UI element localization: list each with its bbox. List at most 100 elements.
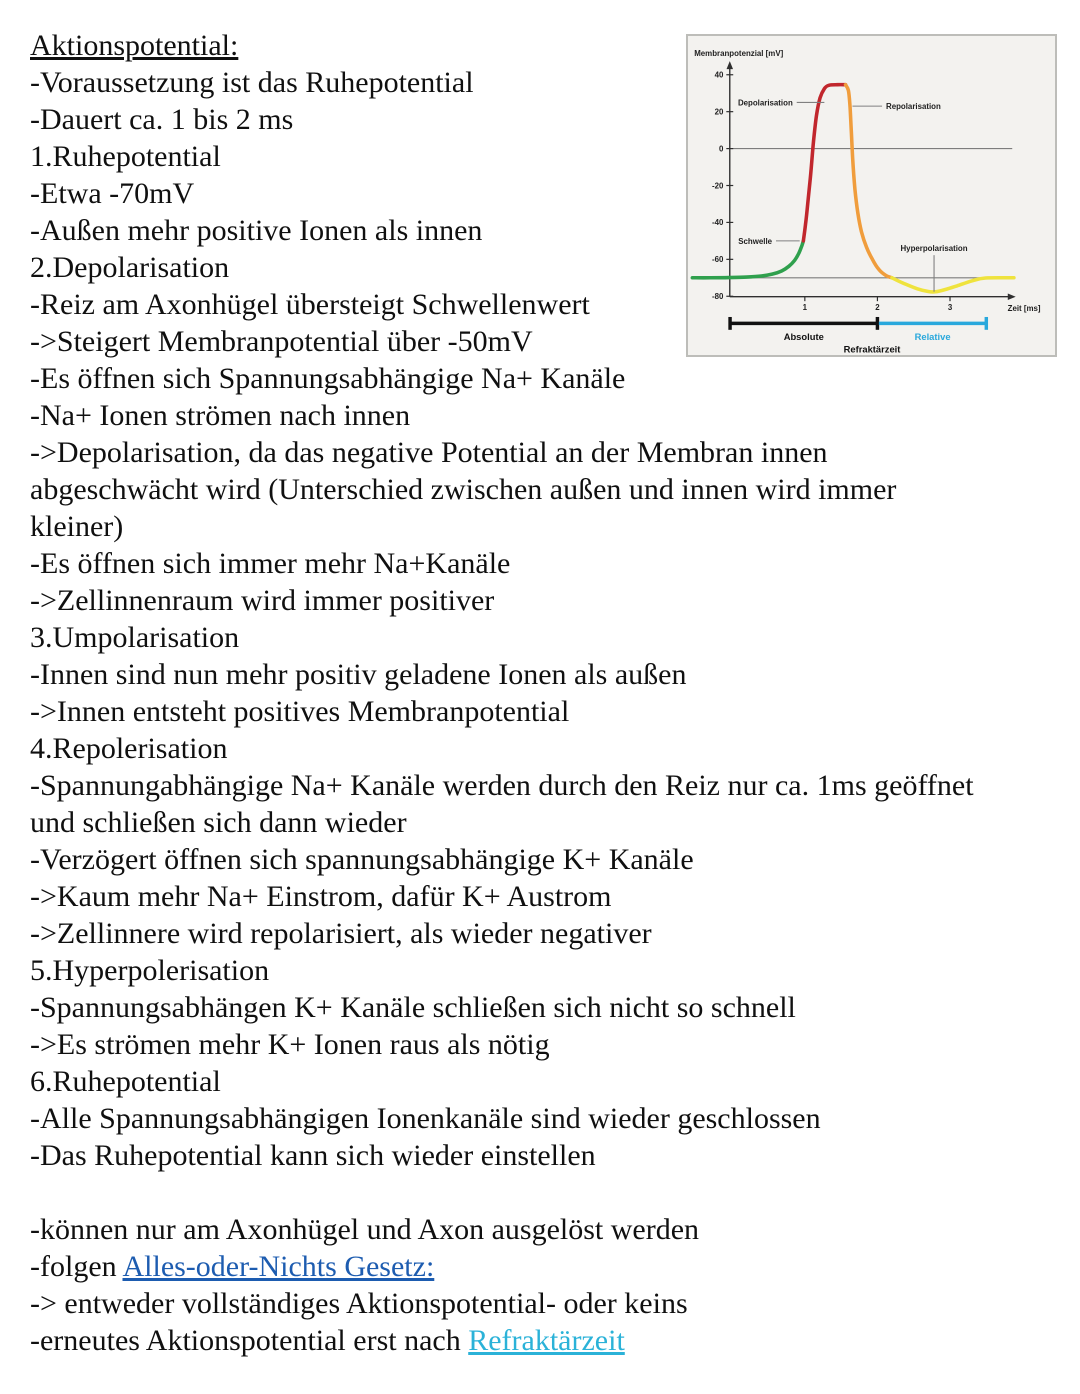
text-line: -Reiz am Axonhügel übersteigt Schwellenw…	[30, 286, 1078, 323]
text-segment: und schließen sich dann wieder	[30, 806, 407, 839]
annotation-label: Depolarisation	[738, 98, 793, 107]
y-tick-label: -40	[712, 218, 724, 227]
y-tick-label: 20	[715, 107, 724, 116]
text-segment: -Dauert ca. 1 bis 2 ms	[30, 103, 294, 136]
text-segment: ->Depolarisation, da das negative Potent…	[30, 436, 828, 469]
link-alles-oder-nichts-gesetz[interactable]: Alles-oder-Nichts Gesetz:	[122, 1250, 435, 1283]
text-line: ->Steigert Membranpotential über -50mV	[30, 323, 1078, 360]
text-segment: abgeschwächt wird (Unterschied zwischen …	[30, 473, 897, 506]
text-line: ->Innen entsteht positives Membranpotent…	[30, 693, 1078, 730]
text-line: 1.Ruhepotential	[30, 138, 1078, 175]
blank-line	[30, 1174, 1078, 1211]
text-line: -Es öffnen sich immer mehr Na+Kanäle	[30, 545, 1078, 582]
annotation-label: Hyperpolarisation	[900, 244, 967, 253]
text-line: 5.Hyperpolerisation	[30, 952, 1078, 989]
text-segment: -Es öffnen sich immer mehr Na+Kanäle	[30, 547, 511, 580]
text-segment: -Spannungsabhängen K+ Kanäle schließen s…	[30, 991, 796, 1024]
text-line: 6.Ruhepotential	[30, 1063, 1078, 1100]
text-line: -folgen Alles-oder-Nichts Gesetz:	[30, 1248, 1078, 1285]
text-segment: ->Zellinnenraum wird immer positiver	[30, 584, 495, 617]
text-line: -Es öffnen sich Spannungsabhängige Na+ K…	[30, 360, 1078, 397]
text-segment: 1.Ruhepotential	[30, 140, 221, 173]
refractory-label-absolute: Absolute	[784, 332, 824, 342]
y-axis-title: Membranpotenzial [mV]	[694, 49, 783, 58]
text-line: -können nur am Axonhügel und Axon ausgel…	[30, 1211, 1078, 1248]
text-segment: ->Zellinnere wird repolarisiert, als wie…	[30, 917, 652, 950]
membrane-potential-chart: Membranpotenzial [mV] Zeit [ms] 40 20 0 -20 -4…	[686, 34, 1057, 357]
x-tick-label: 1	[803, 303, 808, 312]
text-line: -erneutes Aktionspotential erst nach Ref…	[30, 1322, 1078, 1359]
text-line: ->Depolarisation, da das negative Potent…	[30, 434, 1078, 471]
text-segment: -Voraussetzung ist das Ruhepotential	[30, 66, 474, 99]
text-segment: -Reiz am Axonhügel übersteigt Schwellenw…	[30, 288, 590, 321]
annotation-label: Schwelle	[738, 237, 772, 246]
text-line: -Na+ Ionen strömen nach innen	[30, 397, 1078, 434]
text-segment: ->Es strömen mehr K+ Ionen raus als nöti…	[30, 1028, 550, 1061]
refractory-caption: Refraktärzeit	[844, 345, 901, 355]
text-line: und schließen sich dann wieder	[30, 804, 1078, 841]
text-segment: -Na+ Ionen strömen nach innen	[30, 399, 411, 432]
x-axis-title: Zeit [ms]	[1008, 304, 1041, 313]
text-segment: -folgen	[30, 1250, 123, 1283]
text-line: -Das Ruhepotential kann sich wieder eins…	[30, 1137, 1078, 1174]
x-axis-arrow	[1007, 293, 1016, 300]
x-tick-label: 2	[875, 303, 880, 312]
text-line: -Voraussetzung ist das Ruhepotential	[30, 64, 1078, 101]
y-axis-arrow	[726, 61, 734, 70]
text-line: Aktionspotential:	[30, 27, 1078, 64]
text-segment: -Das Ruhepotential kann sich wieder eins…	[30, 1139, 596, 1172]
text-line: -Innen sind nun mehr positiv geladene Io…	[30, 656, 1078, 693]
text-segment: 4.Repolerisation	[30, 732, 228, 765]
text-segment: kleiner)	[30, 510, 124, 543]
text-line: -Dauert ca. 1 bis 2 ms	[30, 101, 1078, 138]
text-segment: 6.Ruhepotential	[30, 1065, 221, 1098]
text-segment: -Spannungabhängige Na+ Kanäle werden dur…	[30, 769, 974, 802]
text-segment: -Außen mehr positive Ionen als innen	[30, 214, 483, 247]
action-potential-plot: Membranpotenzial [mV] Zeit [ms] 40 20 0 -20 -4…	[690, 49, 1041, 355]
y-tick-label: 40	[715, 71, 724, 80]
text-segment: -> entweder vollständiges Aktionspotenti…	[30, 1287, 688, 1320]
text-line: -Spannungsabhängen K+ Kanäle schließen s…	[30, 989, 1078, 1026]
notes-text: Aktionspotential: -Voraussetzung ist das …	[30, 27, 1078, 1359]
curve-hyperpolarisation	[890, 275, 1016, 294]
text-line: ->Kaum mehr Na+ Einstrom, dafür K+ Austr…	[30, 878, 1078, 915]
text-line: -> entweder vollständiges Aktionspotenti…	[30, 1285, 1078, 1322]
text-segment: -erneutes Aktionspotential erst nach	[30, 1324, 469, 1357]
curve-ruhepotential-bis-schwelle	[690, 239, 806, 280]
text-line: -Verzögert öffnen sich spannungsabhängig…	[30, 841, 1078, 878]
text-line: 4.Repolerisation	[30, 730, 1078, 767]
text-segment: 2.Depolarisation	[30, 251, 230, 284]
text-segment: -Verzögert öffnen sich spannungsabhängig…	[30, 843, 694, 876]
text-line: kleiner)	[30, 508, 1078, 545]
curve-repolarisation	[843, 82, 894, 280]
text-line: -Etwa -70mV	[30, 175, 1078, 212]
notes-title: Aktionspotential:	[30, 29, 239, 62]
text-line: ->Zellinnenraum wird immer positiver	[30, 582, 1078, 619]
link-refraktaerzeit[interactable]: Refraktärzeit	[468, 1324, 625, 1357]
text-segment: ->Kaum mehr Na+ Einstrom, dafür K+ Austr…	[30, 880, 612, 913]
text-segment: -können nur am Axonhügel und Axon ausgel…	[30, 1213, 700, 1246]
text-segment: -Es öffnen sich Spannungsabhängige Na+ K…	[30, 362, 626, 395]
text-segment: -Innen sind nun mehr positiv geladene Io…	[30, 658, 687, 691]
text-segment: 5.Hyperpolerisation	[30, 954, 270, 987]
text-line: abgeschwächt wird (Unterschied zwischen …	[30, 471, 1078, 508]
text-segment: -Alle Spannungsabhängigen Ionenkanäle si…	[30, 1102, 821, 1135]
text-segment: ->Steigert Membranpotential über -50mV	[30, 325, 533, 358]
annotation-label: Repolarisation	[886, 102, 941, 111]
text-line: -Außen mehr positive Ionen als innen	[30, 212, 1078, 249]
text-line: -Alle Spannungsabhängigen Ionenkanäle si…	[30, 1100, 1078, 1137]
text-segment: 3.Umpolarisation	[30, 621, 240, 654]
text-line: ->Zellinnere wird repolarisiert, als wie…	[30, 915, 1078, 952]
text-line: 2.Depolarisation	[30, 249, 1078, 286]
y-tick-label: -80	[712, 292, 724, 301]
text-segment: ->Innen entsteht positives Membranpotent…	[30, 695, 570, 728]
text-line: ->Es strömen mehr K+ Ionen raus als nöti…	[30, 1026, 1078, 1063]
y-tick-label: -60	[712, 255, 724, 264]
refractory-label-relative: Relative	[915, 332, 951, 342]
y-tick-label: 0	[719, 144, 724, 153]
x-tick-label: 3	[948, 303, 953, 312]
curve-depolarisation	[801, 82, 848, 243]
y-tick-label: -20	[712, 181, 724, 190]
text-segment: -Etwa -70mV	[30, 177, 195, 210]
